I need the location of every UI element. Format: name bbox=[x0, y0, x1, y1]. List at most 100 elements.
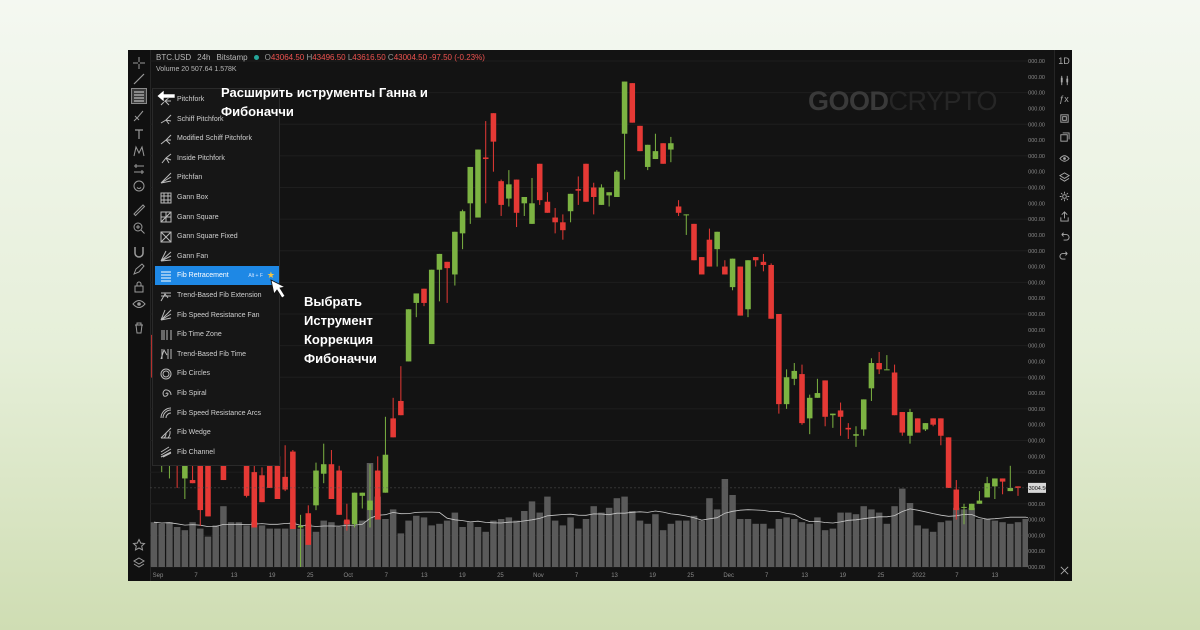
candle bbox=[382, 416, 389, 493]
gann-fib-tools-button[interactable] bbox=[131, 88, 147, 104]
ruler-icon bbox=[133, 204, 146, 217]
candle-body bbox=[945, 437, 952, 488]
current-price-tag bbox=[1028, 482, 1046, 493]
menu-item-fib-circles[interactable]: Fib Circles bbox=[155, 364, 279, 383]
volume-bar bbox=[737, 519, 744, 567]
menu-item-fib-time[interactable]: Trend-Based Fib Time bbox=[155, 345, 279, 364]
visibility-button[interactable] bbox=[1056, 150, 1072, 166]
magnet-tool[interactable] bbox=[131, 244, 147, 260]
lock-tool[interactable] bbox=[131, 279, 147, 295]
menu-item-modified-schiff[interactable]: Modified Schiff Pitchfork bbox=[155, 129, 279, 148]
gann-fan-icon bbox=[159, 249, 173, 263]
gann-box-icon bbox=[159, 191, 173, 205]
symbol-name[interactable]: BTC.USD bbox=[156, 53, 192, 62]
chart-area[interactable]: Sep 7 13 19 25 Oct 7 13 19 25 Nov 7 13 19 25 Dec 7 13 19 25… bbox=[150, 50, 1028, 581]
interval-label[interactable]: 24h bbox=[197, 53, 211, 62]
menu-item-label: Fib Speed Resistance Fan bbox=[177, 311, 260, 319]
functions-button[interactable]: ƒx bbox=[1059, 94, 1069, 104]
fib-circles-icon bbox=[159, 367, 173, 381]
candle-body bbox=[899, 412, 906, 433]
indicators-button[interactable] bbox=[1056, 72, 1072, 88]
candle bbox=[513, 179, 520, 228]
price-tick-label: 39000.00 bbox=[1028, 549, 1045, 555]
candle bbox=[598, 184, 605, 205]
volume-bar bbox=[544, 496, 551, 567]
price-axis[interactable]: 70000.00 69000.00 68000.00 67000.00 66000.00… bbox=[1028, 50, 1046, 581]
candle-body bbox=[822, 380, 828, 417]
menu-item-inside-pitchfork[interactable]: Inside Pitchfork bbox=[155, 149, 279, 168]
menu-item-label: Trend-Based Fib Extension bbox=[177, 292, 262, 299]
stay-in-drawing-tool[interactable] bbox=[131, 261, 147, 277]
candle-body bbox=[336, 470, 342, 515]
menu-item-fib-speed-fan[interactable]: Fib Speed Resistance Fan bbox=[155, 306, 279, 325]
hide-drawings-tool[interactable] bbox=[131, 296, 147, 312]
trendline-tool[interactable] bbox=[131, 71, 147, 87]
volume-bar bbox=[752, 523, 759, 567]
candle-body bbox=[722, 266, 728, 275]
remove-drawings-tool[interactable] bbox=[131, 320, 147, 336]
layers-tool[interactable] bbox=[131, 555, 147, 571]
zoom-tool[interactable] bbox=[131, 220, 147, 236]
candle bbox=[907, 408, 913, 444]
candle-body bbox=[629, 83, 636, 123]
volume-indicator-label[interactable]: Volume 20 507.64 1.578K bbox=[156, 66, 237, 73]
volume-bar bbox=[274, 528, 281, 567]
interval-button[interactable]: 1D bbox=[1058, 56, 1070, 66]
redo-button[interactable] bbox=[1056, 246, 1072, 262]
settings-button[interactable] bbox=[1056, 188, 1072, 204]
close-button[interactable] bbox=[1056, 562, 1072, 578]
candle-body bbox=[1007, 487, 1014, 492]
menu-item-schiff-pitchfork[interactable]: Schiff Pitchfork bbox=[155, 110, 279, 129]
candle-body bbox=[752, 257, 759, 261]
volume-bar bbox=[436, 523, 443, 567]
pattern-tool[interactable] bbox=[131, 143, 147, 159]
favorites-tool[interactable] bbox=[131, 537, 147, 553]
volume-bar bbox=[976, 519, 983, 567]
candle-body bbox=[189, 480, 196, 484]
volume-bar bbox=[320, 520, 327, 567]
candle bbox=[297, 514, 304, 567]
menu-item-fib-arcs[interactable]: Fib Speed Resistance Arcs bbox=[155, 404, 279, 423]
undo-button[interactable] bbox=[1056, 227, 1072, 243]
volume-bar bbox=[158, 523, 165, 567]
menu-item-fib-wedge[interactable]: Fib Wedge bbox=[155, 423, 279, 442]
menu-item-gann-square[interactable]: Gann Square bbox=[155, 208, 279, 227]
candles bbox=[151, 81, 1021, 567]
candle bbox=[536, 163, 543, 205]
crosshair-tool[interactable] bbox=[131, 55, 147, 71]
text-tool[interactable] bbox=[131, 126, 147, 142]
volume-bar bbox=[582, 519, 590, 567]
left-drawing-toolbar bbox=[128, 50, 151, 581]
share-button[interactable] bbox=[1056, 208, 1072, 224]
volume-bar bbox=[983, 519, 991, 567]
menu-item-fib-channel[interactable]: Fib Channel bbox=[155, 443, 279, 462]
menu-item-gann-box[interactable]: Gann Box bbox=[155, 188, 279, 207]
candle-body bbox=[984, 483, 990, 498]
candle-body bbox=[367, 500, 373, 511]
menu-item-fib-time-zone[interactable]: Fib Time Zone bbox=[155, 325, 279, 344]
brush-tool[interactable] bbox=[131, 108, 147, 124]
prediction-tool[interactable] bbox=[131, 161, 147, 177]
volume-bar bbox=[359, 520, 366, 567]
menu-item-fib-retracement[interactable]: Fib Retracement Alt + F ★ bbox=[155, 266, 279, 286]
layers-button[interactable] bbox=[1056, 169, 1072, 185]
candle-body bbox=[698, 257, 705, 275]
emoji-tool[interactable] bbox=[131, 178, 147, 194]
menu-item-fib-extension[interactable]: Trend-Based Fib Extension bbox=[155, 286, 279, 305]
favorite-star-icon[interactable]: ★ bbox=[266, 270, 275, 281]
price-chart[interactable]: Sep 7 13 19 25 Oct 7 13 19 25 Nov 7 13 19 25 Dec 7 13 19 25… bbox=[150, 50, 1028, 581]
menu-item-gann-fan[interactable]: Gann Fan bbox=[155, 247, 279, 266]
menu-item-fib-spiral[interactable]: Fib Spiral bbox=[155, 384, 279, 403]
candle-body bbox=[428, 269, 435, 345]
candle bbox=[968, 503, 975, 511]
ruler-tool[interactable] bbox=[131, 202, 147, 218]
menu-item-gann-square-fixed[interactable]: Gann Square Fixed bbox=[155, 227, 279, 246]
menu-item-pitchfan[interactable]: Pitchfan bbox=[155, 168, 279, 187]
fullscreen-button[interactable] bbox=[1056, 110, 1072, 126]
candle bbox=[428, 269, 435, 345]
candle bbox=[737, 266, 744, 316]
templates-button[interactable] bbox=[1056, 129, 1072, 145]
time-axis[interactable]: Sep 7 13 19 25 Oct 7 13 19 25 Nov 7 13 19 25 Dec 7 13 19 25… bbox=[153, 573, 999, 579]
symbol-header: BTC.USD 24h Bitstamp O43064.50 H43496.50… bbox=[156, 53, 485, 62]
volume-bar bbox=[629, 511, 636, 567]
